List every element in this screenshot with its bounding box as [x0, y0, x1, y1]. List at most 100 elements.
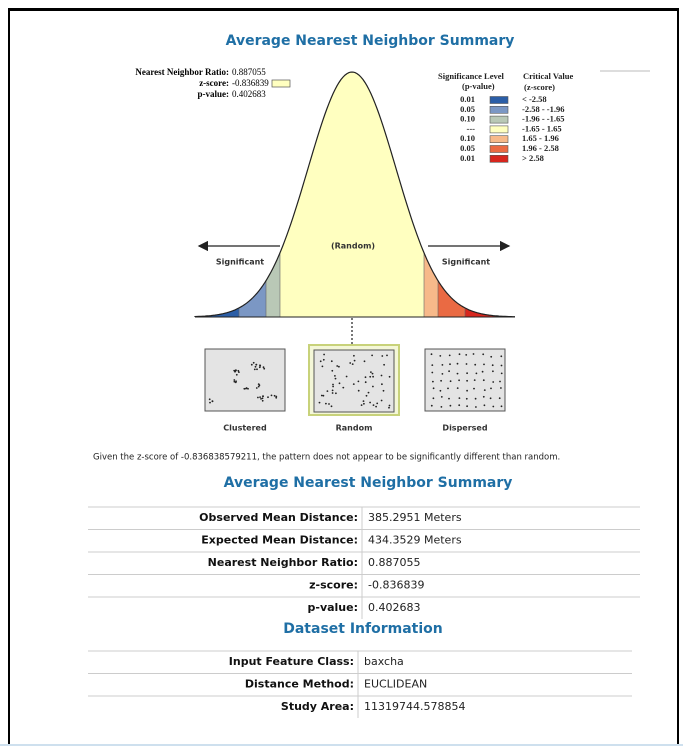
- point: [353, 359, 356, 362]
- point: [500, 372, 503, 375]
- point: [275, 395, 278, 398]
- legend-p: 0.10: [460, 114, 475, 124]
- point: [262, 366, 265, 369]
- curve-label: (Random): [331, 242, 375, 251]
- point: [380, 399, 383, 402]
- point: [466, 379, 468, 382]
- point: [456, 372, 459, 375]
- point: [255, 387, 258, 389]
- point: [371, 372, 374, 375]
- point: [318, 401, 321, 404]
- point: [253, 368, 256, 371]
- point: [342, 386, 345, 389]
- row-value: EUCLIDEAN: [364, 678, 427, 691]
- point: [375, 405, 377, 408]
- point: [362, 400, 365, 402]
- point: [431, 364, 434, 366]
- point: [369, 375, 372, 378]
- conclusion: Given the z-score of -0.836838579211, th…: [93, 453, 560, 463]
- point: [273, 394, 276, 397]
- legend-swatch: [489, 155, 509, 163]
- point: [432, 397, 435, 400]
- point: [481, 370, 484, 373]
- point: [500, 405, 503, 408]
- point: [250, 363, 253, 366]
- point: [257, 385, 260, 388]
- point: [328, 403, 330, 405]
- point: [259, 396, 261, 398]
- point: [371, 354, 373, 357]
- point: [499, 380, 501, 383]
- point: [472, 353, 475, 355]
- pattern-label: Random: [336, 424, 373, 433]
- point: [338, 382, 341, 385]
- curve-label: Significant: [442, 258, 490, 267]
- point: [326, 390, 329, 392]
- stat-label: z-score:: [199, 78, 229, 88]
- point: [259, 364, 261, 367]
- point: [492, 370, 494, 373]
- point: [388, 404, 391, 407]
- legend-p: ---: [467, 123, 476, 133]
- point: [322, 394, 325, 397]
- legend-p: 0.05: [460, 143, 475, 153]
- row-label: Distance Method:: [245, 678, 354, 691]
- point: [372, 375, 374, 378]
- legend-swatch: [489, 125, 509, 134]
- row-value: 385.2951 Meters: [368, 511, 462, 524]
- point: [474, 397, 477, 400]
- point: [388, 375, 391, 378]
- point: [357, 380, 360, 383]
- point: [270, 394, 273, 397]
- legend-z: > 2.58: [522, 153, 544, 163]
- point: [260, 398, 262, 400]
- legend-header: (p-value): [462, 81, 495, 91]
- point: [367, 391, 370, 394]
- legend-z: 1.96 - 2.58: [522, 143, 559, 153]
- point: [430, 404, 433, 407]
- point: [498, 397, 501, 400]
- curve-region: [266, 72, 280, 317]
- point: [380, 374, 383, 377]
- point: [492, 381, 495, 383]
- point: [456, 362, 459, 365]
- point: [233, 379, 236, 381]
- point: [466, 405, 468, 408]
- point: [440, 379, 442, 382]
- legend-header: (z-score): [524, 82, 555, 92]
- row-label: Input Feature Class:: [229, 655, 354, 668]
- point: [473, 387, 475, 390]
- point: [448, 397, 450, 400]
- point: [208, 398, 211, 401]
- point: [372, 404, 375, 406]
- row-label: Observed Mean Distance:: [199, 511, 358, 524]
- legend-swatch: [489, 106, 509, 114]
- legend-z: -2.58 - -1.96: [522, 104, 565, 114]
- title: Average Nearest Neighbor Summary: [226, 33, 515, 49]
- row-label: Nearest Neighbor Ratio:: [208, 556, 358, 569]
- point: [439, 389, 442, 392]
- point: [458, 404, 461, 407]
- point: [325, 402, 327, 405]
- point: [257, 383, 260, 385]
- row-value: 11319744.578854: [364, 700, 465, 713]
- point: [483, 404, 486, 407]
- row-label: Study Area:: [281, 700, 354, 713]
- point: [431, 371, 434, 374]
- row-label: z-score:: [309, 579, 358, 592]
- point: [370, 371, 372, 373]
- point: [353, 354, 355, 357]
- point: [482, 353, 485, 356]
- section-title: Average Nearest Neighbor Summary: [224, 475, 513, 491]
- point: [321, 365, 324, 368]
- point: [449, 380, 452, 383]
- point: [255, 363, 258, 366]
- point: [500, 355, 503, 358]
- legend-p: 0.05: [460, 104, 475, 114]
- legend-header: Critical Value: [523, 71, 574, 81]
- point: [432, 387, 435, 390]
- point: [482, 395, 485, 398]
- curve-label: Significant: [216, 258, 264, 267]
- row-value: 434.3529 Meters: [368, 534, 462, 547]
- point: [331, 389, 334, 392]
